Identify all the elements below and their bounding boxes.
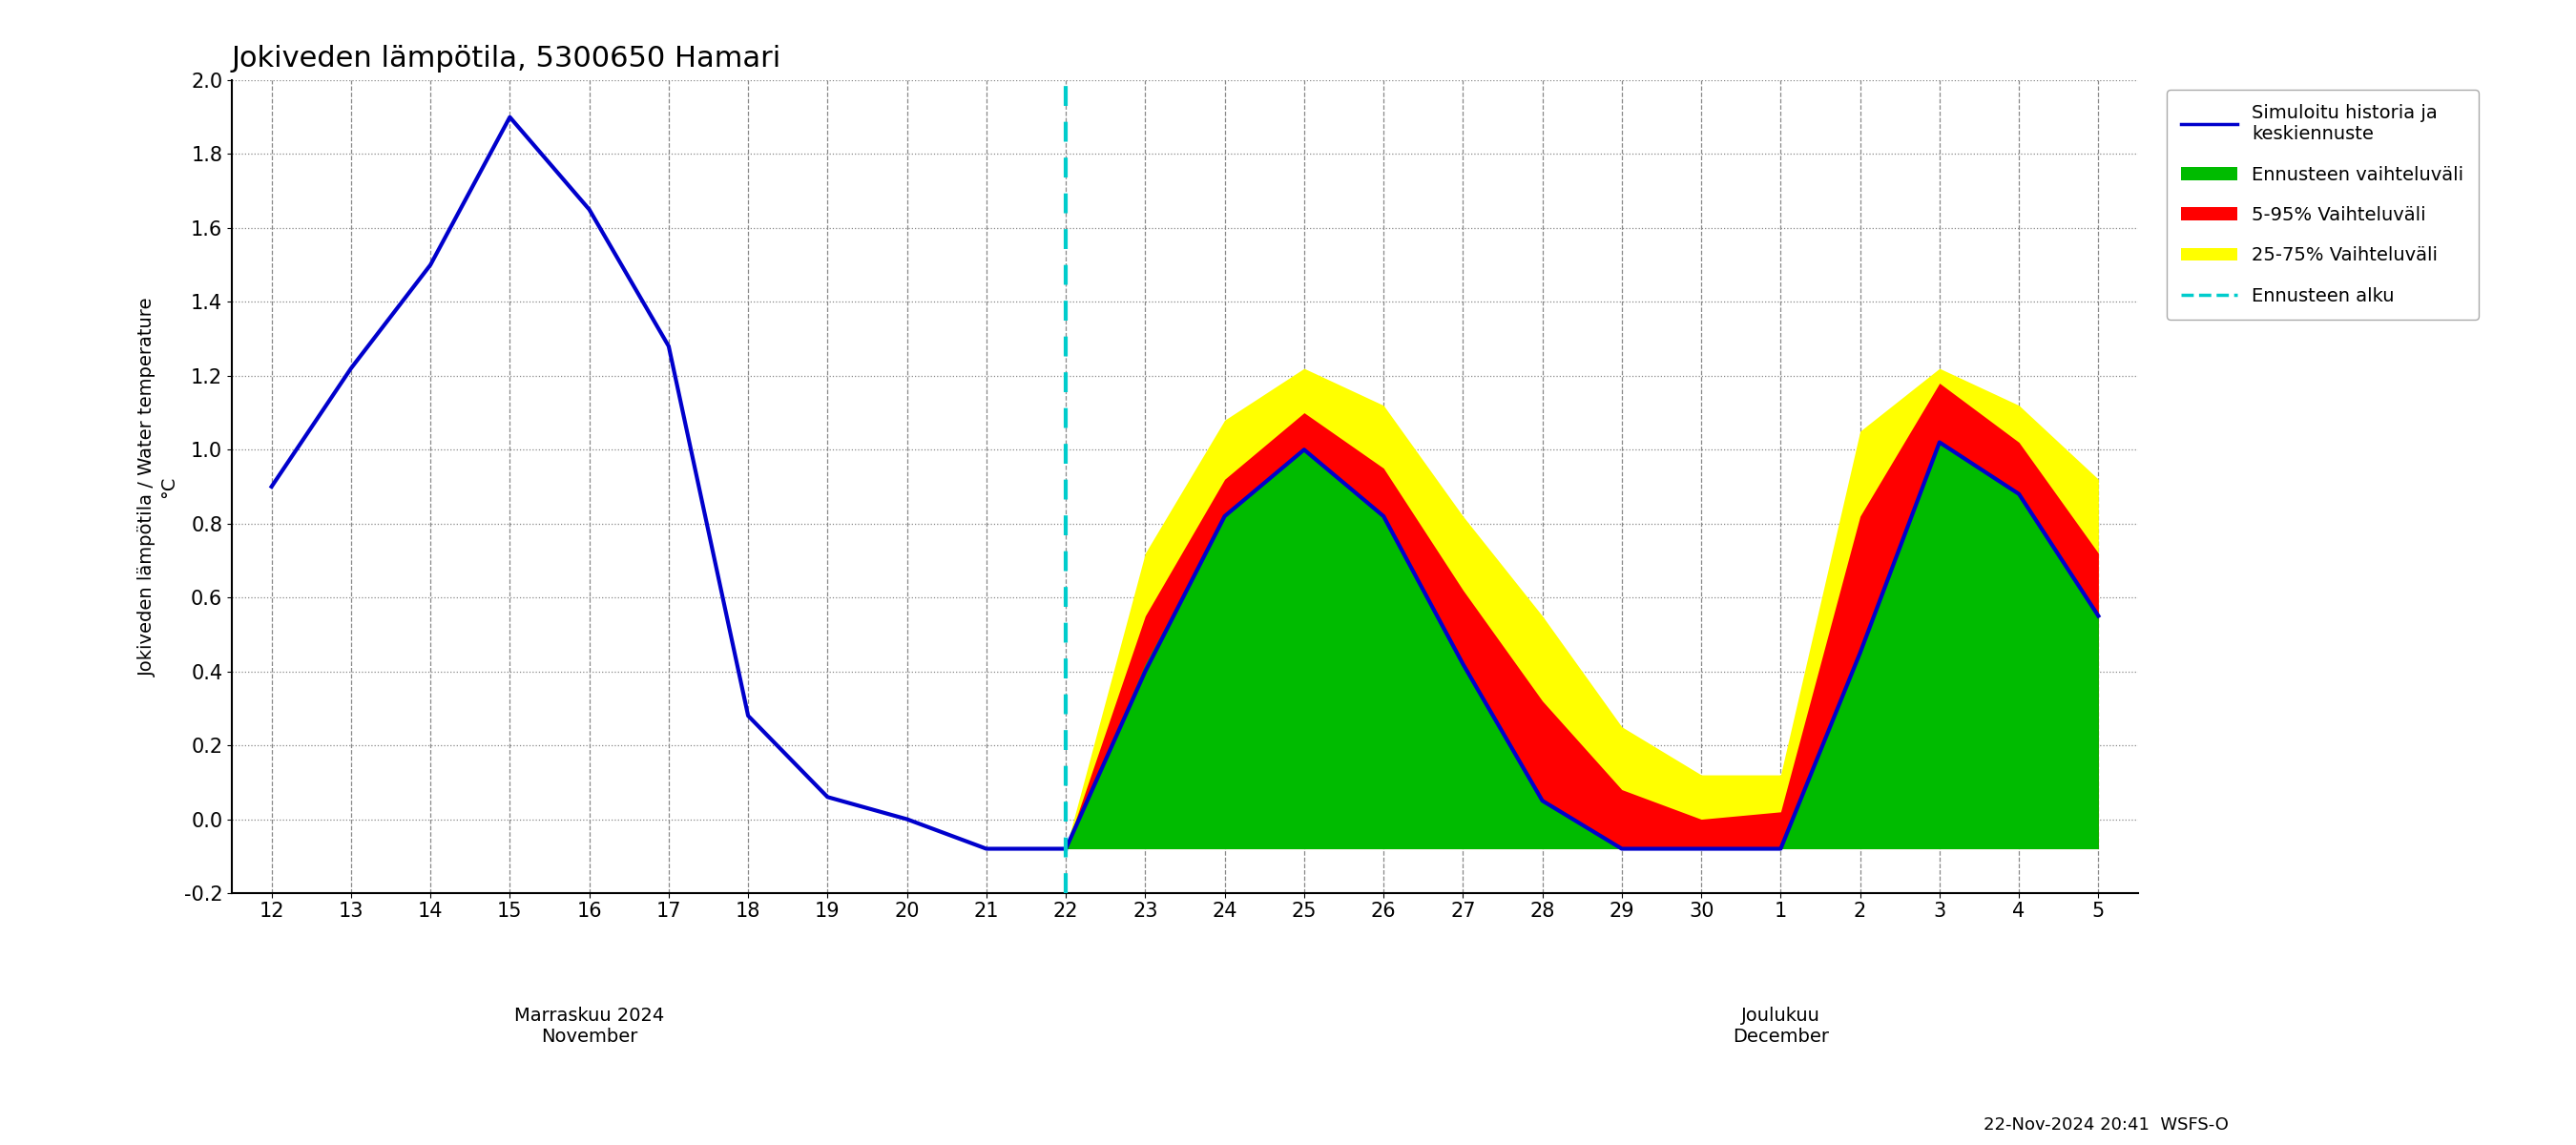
Y-axis label: Jokiveden lämpötila / Water temperature
°C: Jokiveden lämpötila / Water temperature … xyxy=(139,297,178,677)
Text: Marraskuu 2024
November: Marraskuu 2024 November xyxy=(515,1006,665,1047)
Text: Joulukuu
December: Joulukuu December xyxy=(1734,1006,1829,1047)
Text: 22-Nov-2024 20:41  WSFS-O: 22-Nov-2024 20:41 WSFS-O xyxy=(1984,1116,2228,1134)
Legend: Simuloitu historia ja
keskiennuste, Ennusteen vaihteluväli, 5-95% Vaihteluväli, : Simuloitu historia ja keskiennuste, Ennu… xyxy=(2166,89,2478,319)
Text: Jokiveden lämpötila, 5300650 Hamari: Jokiveden lämpötila, 5300650 Hamari xyxy=(232,45,781,72)
